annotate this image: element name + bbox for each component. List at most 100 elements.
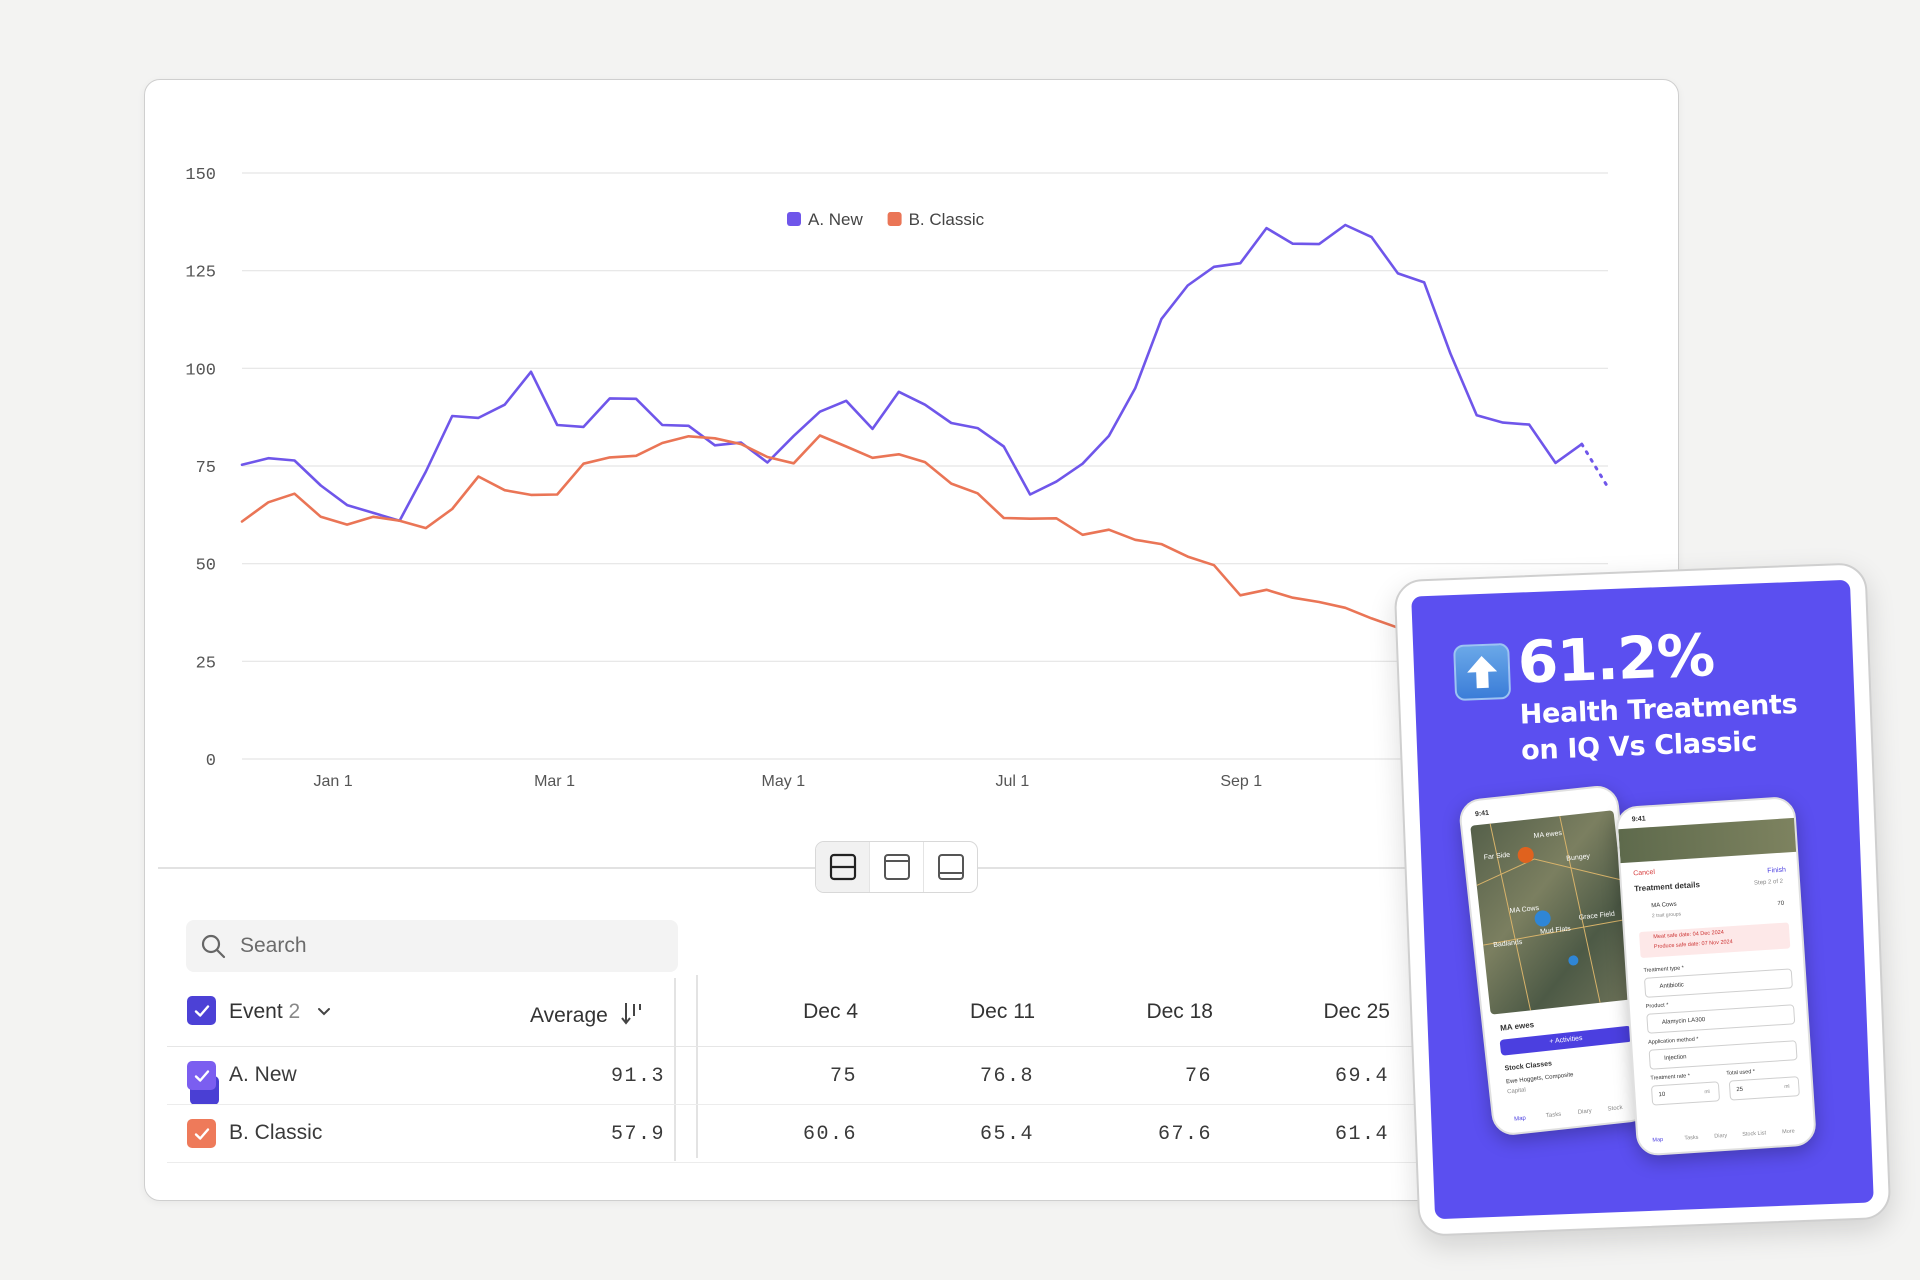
legend-label: B. Classic	[909, 210, 985, 229]
table-view-icon	[937, 854, 964, 880]
status-time: 9:41	[1474, 809, 1490, 819]
nav-stock[interactable]: Stock	[1607, 1105, 1623, 1113]
nav-diary[interactable]: Diary	[1577, 1108, 1593, 1116]
nav-tasks[interactable]: Tasks	[1545, 1111, 1562, 1120]
series-line	[240, 434, 1426, 638]
y-tick-label: 150	[185, 166, 216, 185]
promo-screen: 61.2% Health Treatments on IQ Vs Classic…	[1411, 579, 1874, 1220]
date-value: 65.4	[979, 1123, 1034, 1146]
series-checkbox[interactable]	[187, 1119, 216, 1148]
phone-treatment-screen: 9:41 Cancel Finish Treatment details Ste…	[1614, 795, 1818, 1157]
promo-percent: 61.2%	[1516, 621, 1716, 697]
field-unit: ml	[1784, 1083, 1790, 1091]
field-label: Treatment type *	[1643, 965, 1685, 974]
stock-classes-title: Stock Classes	[1504, 1060, 1553, 1073]
promo-caption: Health Treatments on IQ Vs Classic	[1519, 687, 1799, 770]
herd-title: MA ewes	[1499, 1020, 1535, 1033]
date-column-header[interactable]: Dec 25	[1323, 1000, 1390, 1023]
view-toggle	[815, 841, 978, 893]
nav-stock-list[interactable]: Stock List	[1742, 1130, 1767, 1138]
table-row[interactable]: B. Classic 57.9 60.6 65.4 67.6 61.4	[167, 1105, 1567, 1162]
split-view-button[interactable]	[816, 842, 870, 892]
table-row[interactable]: A. New 91.3 75 76.8 76 69.4	[167, 1047, 1567, 1104]
date-value: 69.4	[1334, 1065, 1389, 1088]
row-separator	[167, 1162, 1567, 1163]
line-chart: 0 25 50 75 100 125 150 Jan 1 Mar 1 May 1 Jul 1 Sep…	[185, 166, 1610, 790]
nav-tasks[interactable]: Tasks	[1684, 1134, 1699, 1142]
column-divider	[696, 975, 698, 1158]
nav-more[interactable]: More	[1782, 1128, 1795, 1136]
chart-view-icon	[883, 854, 910, 880]
nav-map[interactable]: Map	[1652, 1136, 1664, 1144]
safe-date-warning: Meat safe date: 04 Dec 2024 Produce safe…	[1638, 922, 1791, 959]
total-input[interactable]: 25 ml	[1728, 1076, 1800, 1101]
finish-link[interactable]: Finish	[1767, 866, 1787, 875]
legend-label: A. New	[808, 210, 864, 229]
x-tick-label: Jan 1	[314, 773, 353, 790]
step-indicator: Step 2 of 2	[1753, 878, 1784, 887]
column-divider	[674, 978, 676, 1161]
y-tick-label: 50	[196, 557, 216, 576]
x-tick-label: Mar 1	[534, 773, 575, 790]
average-header-label: Average	[530, 1004, 608, 1027]
treatment-title: Treatment details	[1633, 880, 1701, 894]
field-value: Injection	[1664, 1054, 1687, 1062]
average-column-header[interactable]: Average	[530, 1000, 646, 1028]
series-checkbox[interactable]	[187, 1061, 216, 1090]
date-column-header[interactable]: Dec 18	[1146, 1000, 1213, 1023]
nav-diary[interactable]: Diary	[1714, 1132, 1728, 1140]
herd-sub: 2 trait groups	[1651, 911, 1682, 920]
legend-swatch	[787, 212, 801, 226]
split-view-icon	[829, 853, 856, 881]
field-value: Alamycin LA300	[1661, 1017, 1706, 1026]
phone-map-screen: 9:41 Far Side MA ewes Bungey MA Cows Mud…	[1457, 783, 1654, 1138]
y-tick-label: 25	[196, 654, 216, 673]
stock-classes-value: Ewe Hoggets, Composite	[1505, 1072, 1574, 1086]
date-value: 60.6	[802, 1123, 857, 1146]
date-value: 67.6	[1157, 1123, 1212, 1146]
average-value: 57.9	[610, 1123, 665, 1146]
date-column-header[interactable]: Dec 11	[970, 1000, 1035, 1023]
status-time: 9:41	[1631, 815, 1646, 824]
field-label: Product *	[1645, 1002, 1669, 1010]
product-select[interactable]: Alamycin LA300	[1646, 1004, 1796, 1034]
row-separator	[167, 1104, 1567, 1105]
y-tick-label: 0	[206, 752, 216, 771]
method-select[interactable]: Injection	[1648, 1040, 1798, 1070]
field-label: Treatment rate *	[1650, 1073, 1691, 1082]
search-input[interactable]	[240, 934, 640, 958]
series-name: A. New	[229, 1063, 297, 1086]
search-icon	[201, 934, 226, 959]
sort-descending-icon[interactable]	[620, 1000, 646, 1026]
stock-classes-sub: Capital	[1506, 1087, 1527, 1096]
select-all-checkbox[interactable]	[187, 996, 216, 1025]
y-tick-label: 100	[185, 361, 216, 380]
map-header	[1618, 817, 1801, 864]
map-view: Far Side MA ewes Bungey MA Cows Mud Flat…	[1470, 810, 1634, 1015]
rate-input[interactable]: 10 ml	[1650, 1081, 1721, 1106]
field-label: Total used *	[1726, 1068, 1756, 1077]
warning-produce: Produce safe date: 07 Nov 2024	[1653, 939, 1733, 951]
field-value: 25	[1736, 1086, 1744, 1094]
chevron-down-icon[interactable]	[316, 1006, 332, 1018]
field-label: Application method *	[1647, 1036, 1699, 1046]
event-header-label: Event	[229, 1000, 283, 1023]
search-field[interactable]	[186, 920, 678, 972]
date-value: 76.8	[979, 1065, 1034, 1088]
field-value: Antibiotic	[1659, 982, 1685, 990]
series-projection	[1580, 442, 1610, 489]
x-tick-label: May 1	[762, 773, 806, 790]
y-tick-label: 75	[196, 459, 216, 478]
treatment-type-select[interactable]: Antibiotic	[1643, 968, 1793, 998]
date-value: 75	[829, 1065, 857, 1088]
date-column-header[interactable]: Dec 4	[803, 1000, 858, 1023]
legend-swatch	[887, 212, 902, 226]
cancel-link[interactable]: Cancel	[1632, 868, 1656, 878]
check-icon	[194, 1004, 209, 1017]
chart-view-button[interactable]	[870, 842, 924, 892]
event-column-header[interactable]: Event 2	[229, 1000, 332, 1024]
herd-count: 70	[1777, 900, 1785, 908]
nav-map[interactable]: Map	[1513, 1115, 1527, 1123]
table-view-button[interactable]	[924, 842, 977, 892]
x-tick-label: Jul 1	[996, 773, 1030, 790]
